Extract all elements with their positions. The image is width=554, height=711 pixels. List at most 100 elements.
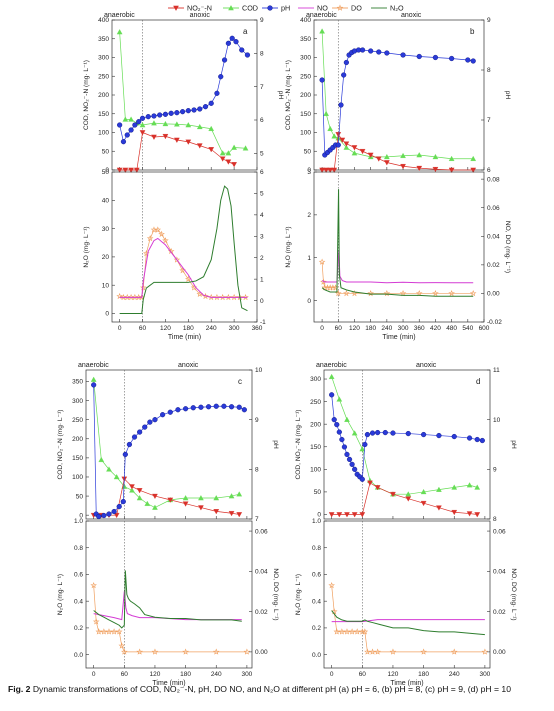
y-tick-label: 0 (105, 311, 109, 318)
data-point (151, 120, 157, 126)
data-point (474, 512, 481, 518)
y-tick-label: 0.0 (74, 652, 83, 659)
data-point (208, 100, 214, 106)
x-tick-label: 120 (150, 671, 161, 678)
data-point (129, 484, 135, 490)
data-point (343, 59, 349, 66)
data-point (242, 293, 249, 301)
data-point (136, 488, 143, 494)
data-point (318, 258, 326, 265)
y-right-tick-label: 9 (260, 17, 264, 24)
data-point (212, 648, 220, 655)
y-tick-label: 0.8 (312, 545, 321, 552)
data-point (479, 437, 485, 444)
data-point (198, 495, 204, 501)
data-point (405, 430, 411, 437)
legend-label: N₂O (390, 4, 404, 13)
y-right-tick-label: 0.08 (487, 176, 500, 183)
data-point (359, 149, 366, 155)
series-line (321, 189, 474, 297)
data-point (115, 628, 123, 635)
data-point (160, 412, 166, 418)
y-tick-label: 200 (98, 92, 109, 99)
plot-frame (313, 171, 485, 323)
series-line (331, 610, 485, 636)
y-right-tick-label: 5 (260, 151, 264, 158)
x-tick-label: 240 (211, 671, 222, 678)
series-line (119, 185, 248, 315)
data-point (359, 512, 366, 518)
plot-frame (323, 369, 491, 520)
legend-item-0: NO₂⁻-N (168, 4, 212, 13)
y-right-axis-label: pH (277, 91, 284, 100)
y-right-tick-label: 0.00 (493, 649, 506, 656)
data-point (351, 150, 358, 156)
data-point (236, 512, 243, 518)
data-point (96, 513, 102, 520)
data-point (95, 628, 103, 635)
data-point (90, 581, 97, 589)
data-point (231, 144, 237, 150)
data-point (367, 152, 374, 158)
data-point (416, 165, 423, 172)
y-tick-label: 250 (310, 399, 321, 406)
y-tick-label: 1.0 (74, 518, 83, 525)
data-point (219, 150, 226, 156)
data-point (185, 122, 192, 128)
y-axis-label: N₂O (mg· L⁻¹) (57, 574, 64, 615)
data-point (105, 628, 113, 635)
data-point (167, 409, 173, 415)
y-right-tick-label: 6 (260, 117, 264, 124)
data-point (191, 107, 197, 113)
y-tick-label: 300 (310, 376, 321, 383)
y-right-tick-label: 0.00 (487, 291, 500, 298)
y-tick-label: 0 (79, 512, 83, 519)
data-point (219, 293, 226, 301)
y-tick-label: 400 (98, 17, 109, 24)
data-point (469, 289, 477, 297)
y-right-tick-label: 4 (260, 212, 264, 219)
y-tick-label: 100 (300, 130, 311, 137)
data-point (213, 495, 220, 501)
subplot-bottom: 0.0 0.2 0.4 0.6 0.8 1.0 0.00 0.02 0.04 0.06 0 60 120… (57, 518, 279, 687)
x-axis-label: Time (min) (168, 334, 201, 341)
legend-label: pH (281, 4, 290, 13)
data-point (343, 141, 350, 147)
series-bottom-1 (93, 591, 242, 621)
data-point (116, 503, 122, 510)
data-point (339, 137, 346, 143)
y-axis-label: COD, NO₂⁻-N (mg· L⁻¹) (295, 410, 302, 480)
y-tick-label: 0.2 (74, 625, 83, 632)
data-point (174, 110, 180, 116)
legend-marker (267, 5, 273, 11)
y-right-tick-label: 0.06 (255, 528, 268, 535)
x-tick-label: 120 (388, 671, 399, 678)
data-point (151, 648, 159, 655)
legend-item-5: N₂O (371, 4, 404, 13)
data-point (225, 150, 232, 156)
data-point (225, 159, 232, 165)
data-point (344, 451, 350, 458)
data-point (229, 35, 235, 41)
data-point (131, 434, 138, 440)
data-point (400, 52, 406, 58)
y-tick-label: 50 (76, 493, 84, 500)
data-point (154, 226, 162, 233)
data-point (136, 495, 143, 501)
y-right-tick-label: 6 (487, 167, 491, 174)
data-point (208, 147, 215, 153)
x-tick-label: 60 (121, 671, 129, 678)
x-tick-label: 0 (92, 671, 96, 678)
data-point (185, 108, 191, 114)
y-right-tick-label: 0.06 (487, 205, 500, 212)
data-point (352, 466, 358, 472)
data-point (182, 648, 189, 655)
y-tick-label: 0.4 (74, 598, 83, 605)
data-point (474, 484, 481, 490)
data-point (336, 512, 343, 518)
y-tick-label: 250 (72, 417, 83, 424)
